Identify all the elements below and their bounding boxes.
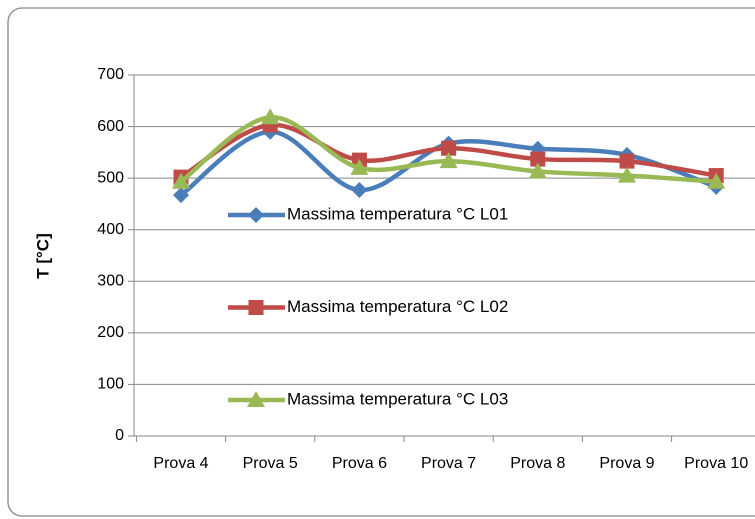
x-tick-label: Prova 7 xyxy=(421,455,476,472)
x-tick-label: Prova 9 xyxy=(599,455,654,472)
y-tick-label: 500 xyxy=(97,169,124,186)
x-tick-label: Prova 8 xyxy=(510,455,565,472)
marker xyxy=(172,172,190,189)
marker xyxy=(618,166,636,183)
chart-border xyxy=(7,7,755,517)
y-tick-label: 0 xyxy=(115,427,124,444)
marker xyxy=(528,162,547,179)
y-tick-label: 100 xyxy=(97,376,124,393)
legend-label: Massima temperatura °C L03 xyxy=(287,389,508,408)
y-tick-label: 300 xyxy=(97,273,124,290)
marker xyxy=(441,140,457,156)
marker xyxy=(619,153,635,169)
x-tick-label: Prova 10 xyxy=(684,455,748,472)
x-tick-label: Prova 4 xyxy=(153,455,208,472)
x-tick-label: Prova 6 xyxy=(332,455,387,472)
y-tick-label: 600 xyxy=(97,118,124,135)
marker xyxy=(351,182,368,199)
marker xyxy=(707,172,726,189)
x-tick-label: Prova 5 xyxy=(243,455,298,472)
legend-label: Massima temperatura °C L01 xyxy=(287,204,508,223)
marker xyxy=(439,152,458,169)
marker xyxy=(350,158,369,175)
y-tick-label: 400 xyxy=(97,221,124,238)
marker xyxy=(530,151,546,167)
legend-marker xyxy=(247,391,265,407)
y-axis-title: T [°C] xyxy=(33,233,52,279)
marker xyxy=(173,187,189,204)
marker xyxy=(261,108,280,125)
legend-marker xyxy=(248,207,264,223)
y-tick-label: 200 xyxy=(97,324,124,341)
y-tick-label: 700 xyxy=(97,66,124,83)
legend-marker xyxy=(248,300,264,315)
legend-label: Massima temperatura °C L02 xyxy=(287,297,508,316)
